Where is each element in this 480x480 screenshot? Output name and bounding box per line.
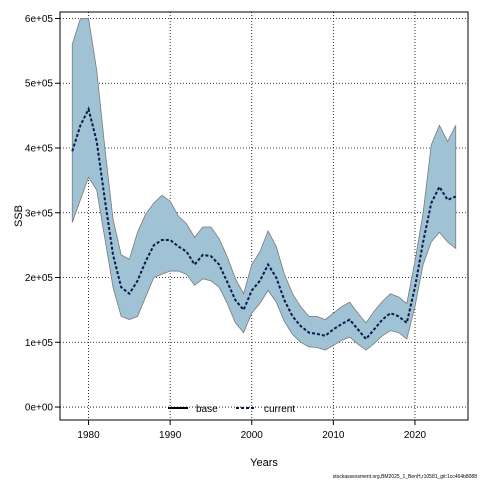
grid-lines (60, 12, 468, 420)
y-axis: 0e+00 1e+05 2e+05 3e+05 4e+05 5e+05 6e+05 (25, 14, 60, 414)
x-tick-label-2010: 2010 (322, 430, 345, 441)
y-tick-label-4: 4e+05 (25, 144, 54, 155)
legend: base current (168, 404, 295, 415)
x-tick-label-1980: 1980 (77, 430, 100, 441)
y-tick-label-2: 2e+05 (25, 273, 54, 284)
y-axis-label: SSB (13, 205, 25, 227)
y-tick-label-3: 3e+05 (25, 208, 54, 219)
legend-label-base: base (196, 404, 218, 415)
legend-label-current: current (264, 404, 295, 415)
y-tick-label-5: 5e+05 (25, 79, 54, 90)
x-axis: 1980 1990 2000 2010 2020 (77, 420, 427, 441)
series-line-current (71, 106, 457, 341)
x-axis-label: Years (250, 457, 278, 469)
y-tick-label-6: 6e+05 (25, 14, 54, 25)
plot-frame (59, 11, 469, 421)
x-tick-label-2020: 2020 (404, 430, 427, 441)
y-tick-label-0: 0e+00 (25, 403, 54, 414)
y-tick-label-1: 1e+05 (25, 338, 54, 349)
confidence-band (71, 18, 457, 351)
x-tick-label-1990: 1990 (159, 430, 182, 441)
footer-credit: stockassessment.org,BM2025_1_BenH,r10581… (333, 474, 477, 480)
x-tick-label-2000: 2000 (241, 430, 264, 441)
